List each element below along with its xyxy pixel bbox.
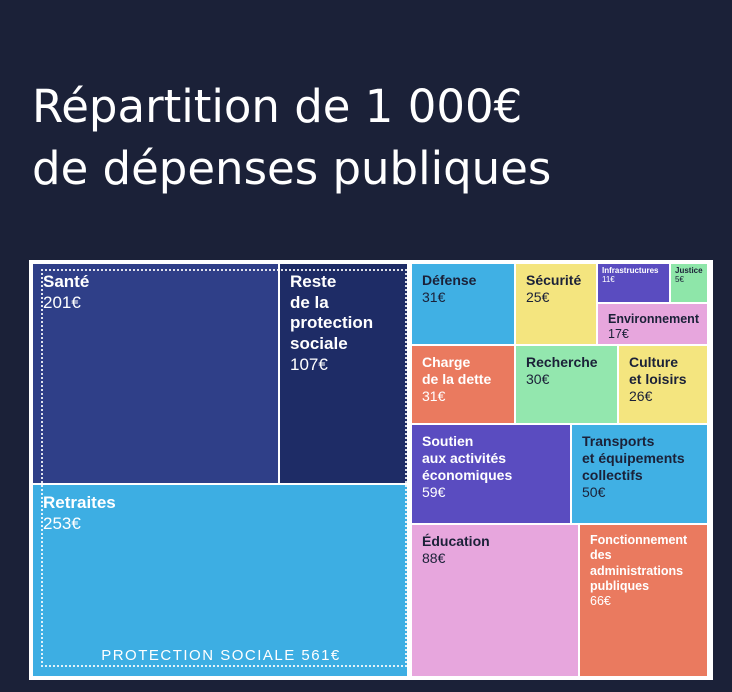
tile-label-securite: Sécurité 25€ <box>526 272 581 306</box>
tile-name-line: collectifs <box>582 467 643 484</box>
tile-name-line: et loisirs <box>629 371 687 388</box>
treemap-tile-environnement: Environnement 17€ <box>597 303 708 345</box>
tile-value: 253€ <box>43 513 81 533</box>
tile-name-line: Sécurité <box>526 272 582 288</box>
tile-name-line: des <box>590 548 612 563</box>
treemap-tile-education: Éducation 88€ <box>411 524 579 677</box>
tile-value: 201€ <box>43 292 81 312</box>
tile-name-line: Éducation <box>422 533 490 549</box>
tile-label-infrastructures: Infrastructures 11€ <box>602 266 659 285</box>
tile-name-line: publiques <box>590 578 650 593</box>
tile-name-line: Transports <box>582 433 655 449</box>
tile-name-line: Retraites <box>43 493 116 512</box>
treemap-tile-reste: Reste de la protection sociale 107€ <box>279 263 408 484</box>
tile-value: 5€ <box>675 274 684 284</box>
tile-label-sante: Santé 201€ <box>43 272 89 313</box>
tile-label-fonctionnement: Fonctionnement des administrations publique… <box>590 533 687 609</box>
treemap-tile-retraites: Retraites 253€ <box>32 484 408 677</box>
tile-value: 11€ <box>602 274 615 284</box>
tile-label-transports: Transports et équipements collectifs 50€ <box>582 433 685 501</box>
tile-value: 30€ <box>526 371 550 388</box>
tile-name-line: Santé <box>43 272 90 291</box>
tile-label-defense: Défense 31€ <box>422 272 476 306</box>
tile-value: 59€ <box>422 484 446 501</box>
treemap-tile-securite: Sécurité 25€ <box>515 263 597 345</box>
tile-name-line: aux activités <box>422 450 507 467</box>
tile-label-recherche: Recherche 30€ <box>526 354 598 388</box>
tile-label-charge: Charge de la dette 31€ <box>422 354 491 405</box>
title-line-2: de dépenses publiques <box>32 142 552 195</box>
tile-value: 107€ <box>290 354 328 374</box>
treemap-tile-sante: Santé 201€ <box>32 263 279 484</box>
tile-name-line: Défense <box>422 272 477 288</box>
tile-name-line: économiques <box>422 467 513 484</box>
title-line-1: Répartition de 1 000€ <box>32 80 523 133</box>
tile-label-education: Éducation 88€ <box>422 533 490 567</box>
tile-label-environnement: Environnement 17€ <box>608 312 699 343</box>
tile-name-line: Justice <box>675 266 703 275</box>
protection-sociale-label: PROTECTION SOCIALE 561€ <box>29 647 413 664</box>
treemap: Santé 201€ Reste de la protection sociale 107€… <box>29 260 713 680</box>
treemap-tile-transports: Transports et équipements collectifs 50€ <box>571 424 708 524</box>
tile-value: 31€ <box>422 289 446 306</box>
tile-name-line: de la <box>290 292 329 312</box>
tile-label-reste: Reste de la protection sociale 107€ <box>290 272 373 376</box>
treemap-tile-infrastructures: Infrastructures 11€ <box>597 263 670 303</box>
tile-value: 17€ <box>608 327 629 342</box>
tile-value: 25€ <box>526 289 550 306</box>
treemap-tile-defense: Défense 31€ <box>411 263 515 345</box>
tile-value: 66€ <box>590 594 611 608</box>
tile-name-line: Soutien <box>422 433 474 449</box>
tile-name-line: sociale <box>290 334 348 354</box>
tile-label-justice: Justice 5€ <box>675 266 703 285</box>
tile-label-soutien: Soutien aux activités économiques 59€ <box>422 433 512 501</box>
tile-value: 88€ <box>422 550 446 567</box>
tile-label-retraites: Retraites 253€ <box>43 493 116 534</box>
treemap-tile-fonctionnement: Fonctionnement des administrations publique… <box>579 524 708 677</box>
tile-value: 31€ <box>422 388 446 405</box>
tile-name-line: Culture <box>629 354 678 370</box>
treemap-tile-justice: Justice 5€ <box>670 263 708 303</box>
tile-name-line: et équipements <box>582 450 685 467</box>
treemap-tile-soutien: Soutien aux activités économiques 59€ <box>411 424 571 524</box>
tile-name-line: Environnement <box>608 312 699 326</box>
chart-title: Répartition de 1 000€ de dépenses publiq… <box>32 76 551 200</box>
tile-value: 26€ <box>629 388 653 405</box>
tile-name-line: protection <box>290 313 374 333</box>
tile-name-line: Recherche <box>526 354 598 370</box>
treemap-tile-charge: Charge de la dette 31€ <box>411 345 515 424</box>
tile-value: 50€ <box>582 484 606 501</box>
tile-name-line: de la dette <box>422 371 492 388</box>
treemap-tile-culture: Culture et loisirs 26€ <box>618 345 708 424</box>
tile-name-line: Charge <box>422 354 471 370</box>
tile-name-line: Fonctionnement <box>590 533 688 547</box>
treemap-tile-recherche: Recherche 30€ <box>515 345 618 424</box>
tile-label-culture: Culture et loisirs 26€ <box>629 354 687 405</box>
tile-name-line: Reste <box>290 272 337 291</box>
tile-name-line: Infrastructures <box>602 266 659 275</box>
tile-name-line: administrations <box>590 563 684 578</box>
